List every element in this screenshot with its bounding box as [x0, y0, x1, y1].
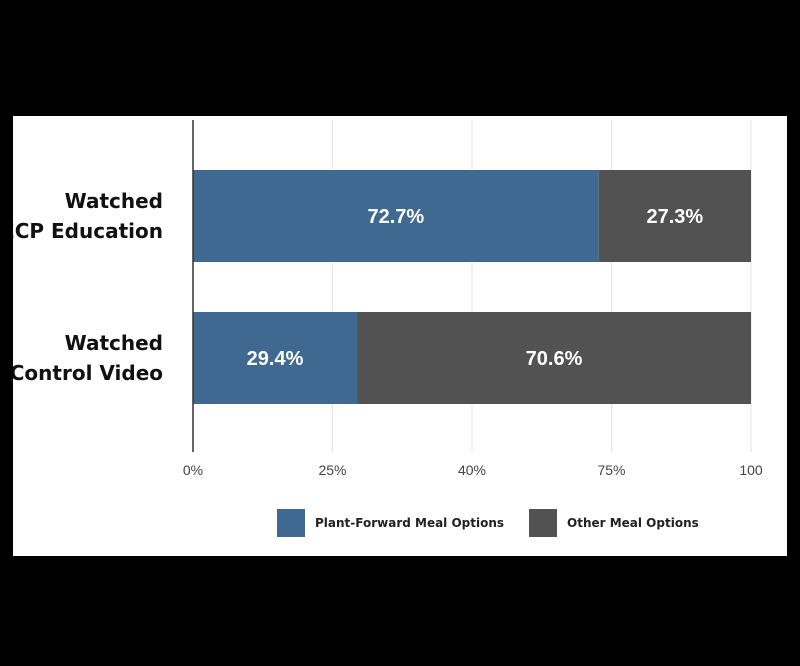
bars: 72.7% 27.3% 29.4% 70.6%	[193, 170, 751, 404]
category-labels: Watched ECP Education Watched Control Video	[13, 189, 163, 385]
category-label: ECP Education	[13, 219, 163, 243]
category-label: Watched	[65, 331, 163, 355]
data-label: 29.4%	[247, 348, 304, 370]
bar-segment-other	[598, 170, 751, 262]
legend-swatch	[277, 509, 305, 537]
x-tick-label: 40%	[458, 462, 486, 478]
data-label: 72.7%	[367, 206, 424, 228]
bar-segment-other	[357, 312, 751, 404]
data-label: 70.6%	[526, 348, 583, 370]
chart-panel: 72.7% 27.3% 29.4% 70.6% Watched ECP Educatio…	[13, 116, 787, 556]
x-tick-label: 0%	[183, 462, 203, 478]
data-label: 27.3%	[646, 206, 703, 228]
stacked-bar-chart: 72.7% 27.3% 29.4% 70.6% Watched ECP Educatio…	[13, 120, 763, 537]
legend-swatch	[529, 509, 557, 537]
bar-segment-plant-forward	[193, 170, 599, 262]
x-tick-label: 100	[739, 462, 763, 478]
legend-label: Other Meal Options	[567, 516, 699, 530]
legend: Plant-Forward Meal Options Other Meal Opt…	[277, 509, 699, 537]
x-axis-ticks: 0% 25% 40% 75% 100	[183, 462, 763, 478]
x-tick-label: 75%	[597, 462, 625, 478]
category-label: Control Video	[13, 361, 163, 385]
category-label: Watched	[65, 189, 163, 213]
legend-label: Plant-Forward Meal Options	[315, 516, 504, 530]
x-tick-label: 25%	[318, 462, 346, 478]
bar-segment-plant-forward	[193, 312, 358, 404]
